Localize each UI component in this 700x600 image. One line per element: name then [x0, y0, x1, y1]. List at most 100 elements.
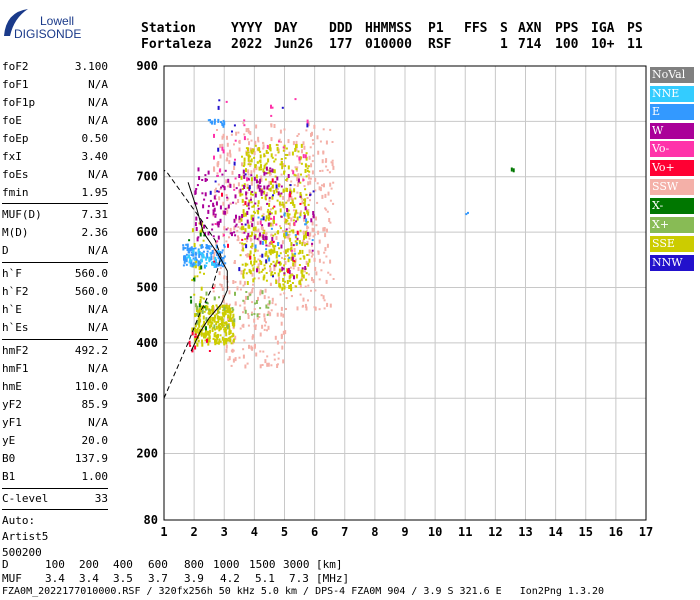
echo-point-w: [259, 178, 262, 183]
echo-point-e: [197, 260, 200, 265]
echo-point-nne: [188, 254, 190, 259]
echo-point-sse: [284, 157, 287, 160]
echo-point-sse: [212, 326, 215, 329]
echo-point-ssw: [250, 170, 253, 175]
echo-point-ssw: [267, 310, 270, 313]
echo-point-voplus: [206, 338, 208, 343]
echo-point-ssw: [283, 218, 286, 222]
echo-point-ssw: [269, 284, 272, 286]
echo-point-ssw: [225, 240, 228, 243]
echo-point-ssw: [317, 150, 320, 155]
echo-point-w: [286, 208, 289, 212]
echo-point-sse: [210, 321, 213, 324]
legend-item-x-minus: X-: [650, 198, 694, 214]
echo-point-ssw: [308, 232, 311, 237]
echo-point-sse: [242, 247, 245, 252]
echo-point-ssw: [312, 228, 315, 233]
echo-point-sse: [283, 170, 286, 175]
echo-point-e: [294, 252, 297, 255]
echo-point-w: [246, 235, 249, 240]
echo-point-sse: [243, 243, 246, 246]
echo-point-e: [223, 255, 226, 258]
echo-point-sse: [207, 312, 210, 315]
echo-point-e: [199, 253, 201, 256]
echo-point-ssw: [234, 335, 237, 340]
echo-point-xplus: [232, 308, 235, 311]
echo-point-sse: [299, 156, 302, 161]
echo-point-e: [186, 247, 189, 251]
echo-point-w: [280, 215, 283, 218]
echo-point-sse: [246, 187, 249, 189]
echo-point-e: [182, 246, 185, 251]
echo-point-ssw: [310, 289, 312, 292]
echo-point-voplus: [227, 243, 229, 248]
echo-point-sse: [300, 269, 303, 274]
echo-point-sse: [212, 304, 214, 307]
legend-item-w: W: [650, 123, 694, 139]
echo-point-sse: [273, 190, 276, 195]
echo-point-vominus: [290, 249, 293, 252]
echo-point-sse: [242, 165, 245, 167]
echo-point-w: [269, 170, 272, 173]
echo-point-sse: [203, 334, 205, 339]
param-value: N/A: [88, 114, 108, 127]
param-value: N/A: [88, 416, 108, 429]
trace-line: [187, 182, 228, 352]
echo-point-ssw: [324, 207, 327, 210]
echo-point-sse: [308, 170, 311, 173]
echo-point-sse: [292, 260, 294, 262]
echo-point-sse: [225, 304, 228, 309]
echo-point-sse: [249, 155, 252, 158]
echo-point-xplus: [194, 303, 197, 308]
echo-point-sse: [264, 239, 267, 244]
echo-point-e: [223, 244, 226, 247]
echo-point-ssw: [296, 135, 299, 137]
echo-point-e: [304, 223, 307, 226]
echo-point-nne: [214, 256, 217, 261]
param-row: h`F2 560.0: [2, 285, 108, 299]
param-value: 0.50: [81, 132, 109, 145]
echo-point-sse: [266, 172, 269, 175]
echo-point-sse: [256, 209, 259, 212]
echo-point-sse: [307, 211, 310, 216]
echo-point-sse: [290, 287, 293, 292]
echo-point-w: [217, 225, 220, 228]
echo-point-sse: [305, 272, 308, 275]
echo-point-sse: [246, 263, 249, 266]
echo-point-sse: [302, 274, 305, 279]
echo-point-sse: [223, 322, 226, 324]
echo-point-sse: [270, 263, 273, 266]
echo-point-sse: [295, 168, 298, 171]
echo-point-sse: [208, 335, 211, 340]
echo-point-ssw: [311, 227, 314, 232]
echo-point-sse: [204, 339, 207, 342]
echo-point-sse: [250, 149, 253, 154]
echo-point-sse: [198, 329, 201, 334]
echo-point-ssw: [315, 224, 318, 227]
footer-d-value: 1000: [213, 558, 240, 571]
echo-point-ssw: [213, 248, 216, 251]
echo-point-sse: [290, 229, 293, 232]
echo-point-ssw: [267, 312, 270, 315]
echo-point-sse: [254, 211, 257, 214]
echo-point-ssw: [282, 359, 285, 364]
echo-point-sse: [244, 262, 247, 267]
echo-point-ssw: [268, 243, 271, 247]
echo-point-e: [206, 245, 209, 250]
echo-point-sse: [209, 319, 212, 324]
footer-d-value: 600: [148, 558, 168, 571]
echo-point-voplus: [241, 238, 244, 241]
echo-point-sse: [285, 252, 287, 254]
echo-point-ssw: [264, 324, 267, 327]
echo-point-ssw: [275, 236, 278, 240]
echo-point-ssw: [230, 349, 233, 352]
echo-point-sse: [251, 264, 254, 267]
param-value: N/A: [88, 321, 108, 334]
echo-point-e: [277, 242, 280, 246]
echo-point-ssw: [327, 191, 330, 196]
echo-point-ssw: [277, 188, 279, 191]
echo-point-vominus: [292, 170, 295, 175]
echo-point-e: [465, 213, 468, 216]
echo-point-ssw: [255, 229, 258, 232]
echo-point-w: [219, 218, 222, 223]
